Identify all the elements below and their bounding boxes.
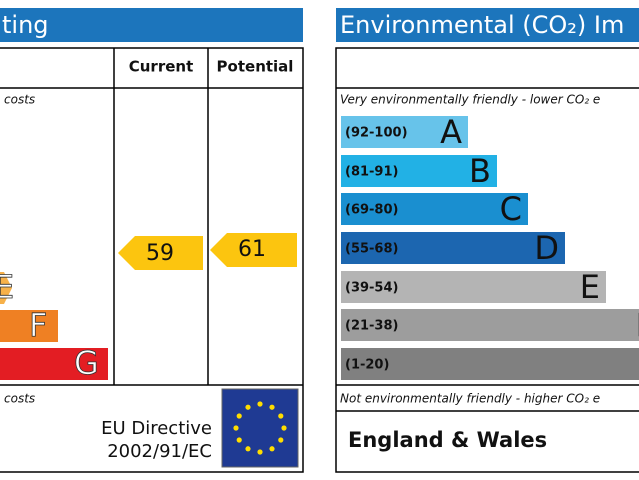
band-letter: F: [29, 306, 47, 344]
flag-star: [245, 446, 251, 452]
eu-flag: [221, 388, 299, 468]
title-bar: [336, 8, 639, 42]
band-letter: D: [534, 229, 559, 267]
band-range: (92-100): [345, 126, 408, 141]
panel-frame: [0, 47, 304, 473]
flag-star: [257, 449, 263, 455]
band-bar: [0, 310, 58, 342]
flag-star: [269, 446, 275, 452]
current-arrow: [118, 236, 203, 270]
column-header: Potential: [217, 58, 294, 76]
band-letter: B: [469, 152, 491, 190]
band-bar: [341, 193, 528, 225]
footer-text: England & Wales: [348, 428, 547, 452]
title-bar: [0, 8, 303, 42]
band-bar: [0, 272, 12, 304]
top-note: costs: [4, 93, 35, 107]
panel-frame: [335, 47, 639, 473]
band-range: (55-68): [345, 242, 398, 257]
band-bar: [341, 155, 497, 187]
current-rating: 59: [146, 241, 174, 266]
panel-title: ting: [2, 11, 49, 39]
band-range: (69-80): [345, 203, 398, 218]
flag-star: [233, 425, 239, 431]
flag-star: [245, 404, 251, 410]
potential-arrow: [210, 233, 297, 267]
flag-star: [257, 401, 263, 407]
panel-title: Environmental (CO₂) Im: [340, 11, 624, 39]
band-letter: E: [0, 268, 14, 306]
band-range: (39-54): [345, 281, 398, 296]
flag-star: [236, 413, 242, 419]
flag-star: [236, 437, 242, 443]
band-letter: G: [74, 344, 99, 382]
band-bar: [341, 232, 565, 264]
footer-text: EU Directive: [101, 418, 212, 439]
band-letter: A: [440, 113, 462, 151]
band-range: (81-91): [345, 165, 398, 180]
band-range: (21-38): [345, 319, 398, 334]
band-bar: [341, 116, 468, 148]
flag-star: [281, 425, 287, 431]
footer-text: 2002/91/EC: [107, 441, 212, 462]
band-range: (1-20): [345, 358, 389, 373]
flag-star: [278, 437, 284, 443]
band-bar: [341, 271, 606, 303]
top-note: Very environmentally friendly - lower CO…: [340, 93, 600, 107]
band-bar: [341, 348, 639, 380]
band-bar: [0, 348, 108, 380]
flag-star: [278, 413, 284, 419]
bottom-note: Not environmentally friendly - higher CO…: [340, 392, 600, 406]
flag-star: [269, 404, 275, 410]
bottom-note: costs: [4, 392, 35, 406]
column-header: Current: [129, 58, 194, 76]
potential-rating: 61: [238, 237, 266, 262]
band-letter: C: [500, 190, 522, 228]
band-letter: F: [636, 306, 639, 344]
flag-field: [221, 388, 299, 468]
band-letter: E: [580, 268, 600, 306]
band-bar: [341, 309, 639, 341]
